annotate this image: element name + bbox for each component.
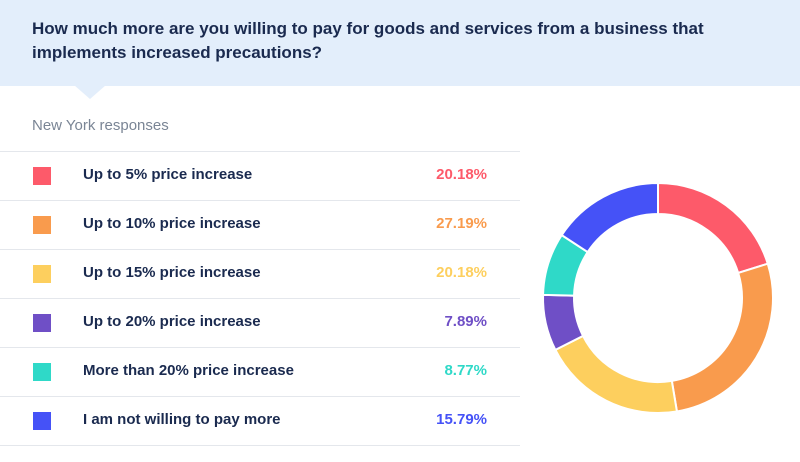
legend-swatch (33, 363, 51, 381)
legend-value: 20.18% (436, 264, 487, 281)
legend-value: 7.89% (444, 313, 487, 330)
legend-row: I am not willing to pay more 15.79% (0, 397, 520, 446)
donut-slice (657, 181, 770, 275)
legend-label: Up to 10% price increase (83, 215, 261, 232)
question-title: How much more are you willing to pay for… (32, 19, 704, 62)
legend-row: Up to 15% price increase 20.18% (0, 250, 520, 299)
legend-label: Up to 5% price increase (83, 166, 253, 183)
legend: Up to 5% price increase 20.18% Up to 10% p… (0, 151, 520, 446)
legend-label: Up to 15% price increase (83, 264, 261, 281)
donut-slice (560, 181, 659, 254)
legend-row: More than 20% price increase 8.77% (0, 348, 520, 397)
chart-subtitle: New York responses (32, 117, 169, 134)
legend-value: 20.18% (436, 166, 487, 183)
legend-value: 15.79% (436, 411, 487, 428)
header-pointer (74, 85, 106, 99)
legend-value: 27.19% (436, 215, 487, 232)
legend-label: I am not willing to pay more (83, 411, 281, 428)
legend-row: Up to 20% price increase 7.89% (0, 299, 520, 348)
legend-swatch (33, 314, 51, 332)
legend-swatch (33, 265, 51, 283)
legend-value: 8.77% (444, 362, 487, 379)
question-header: How much more are you willing to pay for… (0, 0, 800, 86)
donut-slice (670, 262, 774, 413)
donut-slice (554, 334, 679, 414)
legend-label: More than 20% price increase (83, 362, 294, 379)
donut-chart (542, 181, 774, 414)
legend-swatch (33, 412, 51, 430)
legend-row: Up to 10% price increase 27.19% (0, 201, 520, 250)
legend-swatch (33, 167, 51, 185)
legend-row: Up to 5% price increase 20.18% (0, 152, 520, 201)
legend-swatch (33, 216, 51, 234)
legend-label: Up to 20% price increase (83, 313, 261, 330)
